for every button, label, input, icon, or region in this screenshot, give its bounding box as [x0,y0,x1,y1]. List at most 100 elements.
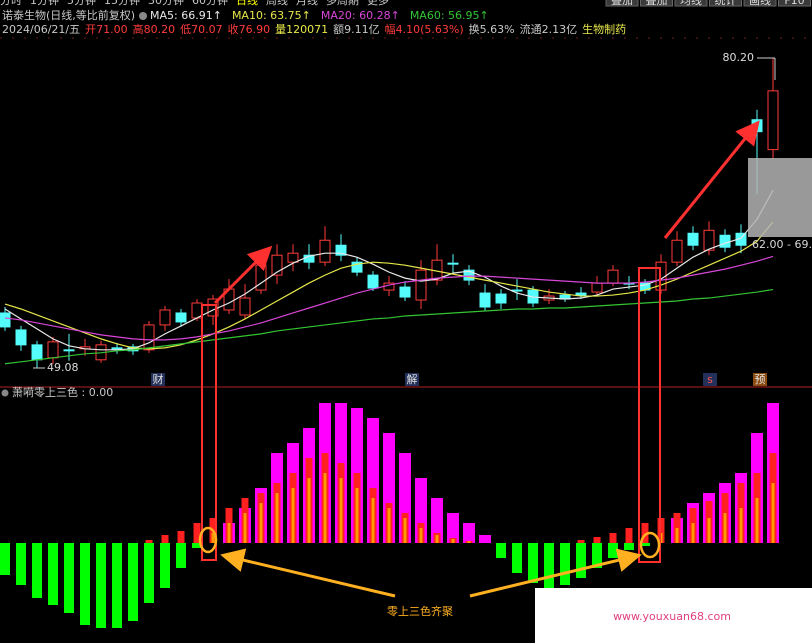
toolbar-button-label[interactable]: 画线 [749,0,771,7]
candle-body [0,312,11,328]
indicator-bar [739,508,743,543]
toolbar-item[interactable]: 1分钟 [30,0,59,7]
indicator-bar [419,528,423,543]
candle-body [479,292,491,308]
toolbar-item[interactable]: 周线 [266,0,288,7]
toolbar-button[interactable] [743,0,777,7]
candle-body [351,261,363,273]
toolbar-item[interactable]: 60分钟 [192,0,228,7]
indicator-bar [755,498,759,543]
toolbar-item[interactable]: 15分钟 [104,0,140,7]
watermark: www.youxuan68.com [613,610,731,623]
candle-body [463,269,475,281]
candle-body [719,234,731,248]
arrow [213,245,273,305]
ma-line [4,221,774,350]
candle-body [415,269,427,301]
event-label: 预 [755,373,766,386]
candle-body [591,282,603,293]
quote-item: 高80.20 [133,22,176,36]
indicator-bar [307,478,311,543]
indicator-bar [593,537,601,543]
toolbar: 分时 1分钟 5分钟 15分钟 30分钟 60分钟 日线 周线 月线 多周期 更多 叠加 叠加 均线 统计 画… [0,0,811,7]
toolbar-button[interactable] [640,0,673,7]
indicator-bar [161,535,169,543]
candle-body [47,341,59,359]
indicator-bar [176,543,186,568]
event-marker [753,373,767,386]
toolbar-item[interactable]: 多周期 [326,0,359,7]
high-label: 80.20 [723,51,755,64]
legend-icon [1,389,9,397]
indicator-bar [560,543,570,585]
toolbar-button-label[interactable]: 统计 [715,0,737,7]
event-marker [405,373,419,386]
indicator-bar [32,543,42,598]
indicator-bar [193,523,201,543]
candle-body [31,344,43,361]
indicator-bar [544,543,554,588]
toolbar-item[interactable]: 分时 [0,0,22,7]
indicator-bar [496,543,506,558]
range-label: 62.00 - 69.94 [752,238,812,251]
indicator-bar [64,543,74,613]
indicator-bar [691,523,695,543]
indicator-bar [435,535,439,543]
toolbar-item[interactable]: 5分钟 [67,0,96,7]
indicator-bar [576,543,586,578]
toolbar-item[interactable]: 30分钟 [148,0,184,7]
quote-item: 量120071 [275,23,328,36]
watermark-bg [535,588,812,643]
toolbar-button-label[interactable]: 叠加 [646,0,668,7]
indicator-bar [177,531,185,543]
toolbar-button[interactable] [674,0,708,7]
quote-item: 幅4.10(5.63%) [385,23,464,36]
indicator-bar [641,523,649,543]
toolbar-button-label[interactable]: F10 [784,0,804,7]
candle-body [319,239,331,263]
arrow [220,548,396,598]
indicator-bar [48,543,58,605]
indicator-bar [675,528,679,543]
quote-item: 额9.11亿 [333,23,380,36]
toolbar-button-label[interactable]: 均线 [680,0,702,7]
toolbar-item[interactable]: 月线 [296,0,318,7]
candle-body [575,292,587,296]
toolbar-button[interactable] [778,0,811,7]
indicator-bar [0,543,10,575]
toolbar-button[interactable] [605,0,639,7]
candle-body [399,286,411,298]
indicator-bar [479,535,491,543]
info-row: 诺泰生物(日线,等比前复权) MA5: 66.91↑ MA10: 63.75↑ MA… [2,8,489,22]
candle-body [111,347,123,350]
candle-body [335,244,347,256]
toolbar-button-label[interactable]: 叠加 [611,0,633,7]
legend-item: MA10: 63.75↑ [232,9,311,22]
event-label: s [707,373,713,386]
indicator-bar [451,539,455,543]
event-label: 财 [153,372,164,386]
toolbar-item[interactable]: 日线 [236,0,258,7]
indicator-bar [192,543,202,548]
quote-item: 生物制药 [582,22,626,36]
toolbar-button[interactable] [709,0,742,7]
indicator-bar [96,543,106,628]
toolbar-item[interactable]: 更多 [367,0,389,7]
ma-line [4,255,774,341]
candle-body [239,297,251,316]
indicator-bar [387,508,391,543]
indicator-bar [431,498,443,543]
ma-line [4,190,774,351]
indicator-bar [707,518,711,543]
candle-body [255,264,267,291]
quote-item: 2024/06/21/五 [2,23,80,36]
quote-item: 开71.00 [85,23,128,36]
indicator-bar [355,488,359,543]
quote-item: 低70.07 [180,23,223,36]
indicator-title: 萧嗬零上三色 : 0.00 [12,385,113,399]
indicator-bar [145,540,153,543]
indicator-bar [723,513,727,543]
event-marker [151,373,165,386]
indicator-bar [625,528,633,543]
